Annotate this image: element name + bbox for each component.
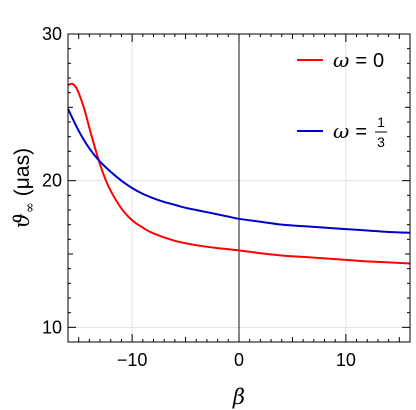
- x-tick-label: 10: [336, 350, 356, 370]
- y-tick-label: 20: [42, 171, 62, 191]
- svg-text:ϑ∞(μas): ϑ∞ (μas): [10, 148, 38, 228]
- tick-labels: −10 0 10 10 20 30: [42, 24, 356, 370]
- legend-item-series-1: ω = 1 3: [297, 114, 387, 150]
- ticks: [67, 33, 411, 343]
- legend-label-rhs: 0: [373, 50, 384, 72]
- series-line-0: [67, 82, 411, 265]
- x-axis-title: β: [232, 385, 245, 409]
- x-tick-label: −10: [117, 350, 148, 370]
- legend: ω = 0 ω = 1 3: [297, 48, 387, 150]
- series-line-1: [67, 108, 411, 234]
- svg-text:ω=: ω =: [333, 119, 367, 143]
- x-tick-label: 0: [234, 350, 244, 370]
- y-tick-label: 30: [42, 24, 62, 44]
- legend-fraction-numerator: 1: [377, 114, 385, 130]
- legend-label-lhs: ω: [333, 48, 349, 72]
- y-axis-title: ϑ∞ (μas): [10, 148, 38, 228]
- svg-text:ω=0: ω = 0: [333, 48, 384, 72]
- y-axis-subscript: ∞: [23, 202, 38, 213]
- series-layer: [67, 82, 411, 265]
- y-axis-unit: (μas): [11, 148, 34, 196]
- y-axis-symbol: ϑ: [10, 213, 34, 228]
- legend-label-lhs: ω: [333, 119, 349, 143]
- legend-fraction-denominator: 3: [377, 134, 385, 150]
- y-tick-label: 10: [42, 317, 62, 337]
- legend-item-series-0: ω = 0: [297, 48, 384, 72]
